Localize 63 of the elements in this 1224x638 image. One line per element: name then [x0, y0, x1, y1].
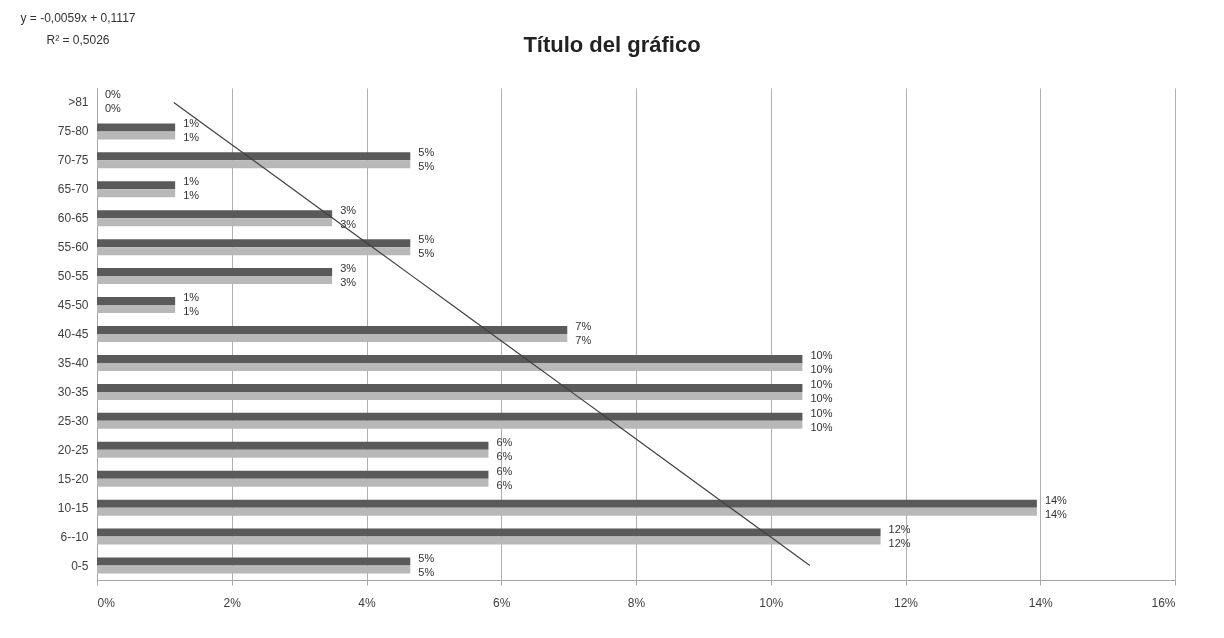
- data-label: 14%: [1044, 493, 1068, 506]
- data-label: 5%: [418, 247, 435, 260]
- y-tick-label: 6--10: [60, 529, 89, 544]
- y-tick-label: 40-45: [57, 327, 89, 341]
- data-label: 12%: [888, 536, 911, 549]
- data-label: 6%: [496, 435, 513, 448]
- y-tick-label: 35-40: [57, 355, 89, 370]
- data-label: 0%: [105, 88, 122, 101]
- data-label: 14%: [1044, 507, 1068, 520]
- y-tick-label: 65-70: [57, 182, 89, 197]
- data-label: 10%: [810, 406, 833, 419]
- x-tick-label: 14%: [1028, 595, 1054, 610]
- x-tick-label: 12%: [893, 595, 919, 610]
- y-tick-label: 50-55: [57, 269, 89, 284]
- x-tick-label: 16%: [1151, 595, 1176, 610]
- data-label: 12%: [888, 522, 911, 535]
- data-label: 1%: [183, 305, 200, 318]
- y-tick-label: 75-80: [57, 124, 89, 139]
- data-label: 3%: [340, 276, 357, 289]
- y-tick-label: 15-20: [57, 471, 89, 486]
- y-tick-label: 30-35: [57, 384, 89, 399]
- data-label: 1%: [183, 189, 200, 202]
- data-label: 7%: [575, 320, 592, 332]
- data-label: 3%: [340, 218, 357, 231]
- data-label: 10%: [810, 420, 833, 433]
- y-tick-label: 10-15: [57, 500, 89, 515]
- x-tick-label: 4%: [358, 595, 376, 610]
- data-label: 1%: [183, 131, 200, 144]
- data-label: 10%: [810, 391, 833, 404]
- data-label: 1%: [183, 291, 200, 304]
- data-label: 10%: [810, 377, 833, 390]
- y-tick-label: 60-65: [57, 211, 89, 226]
- y-tick-label: >81: [68, 95, 89, 110]
- y-tick-label: 25-30: [57, 413, 89, 428]
- y-tick-label: 55-60: [57, 240, 89, 255]
- data-label: 6%: [496, 464, 513, 477]
- x-tick-label: 6%: [493, 595, 511, 610]
- data-label: 5%: [418, 551, 435, 564]
- data-label: 7%: [575, 334, 592, 346]
- data-label: 1%: [183, 175, 200, 188]
- data-label: 6%: [496, 449, 513, 462]
- data-label: 3%: [340, 262, 357, 275]
- x-tick-label: 2%: [223, 595, 242, 610]
- y-tick-label: 0-5: [71, 558, 89, 573]
- data-label: 0%: [105, 102, 122, 115]
- text: y = -0,0059x + 0,1117: [20, 11, 136, 25]
- data-label: 10%: [810, 362, 833, 375]
- data-label: 10%: [810, 348, 833, 361]
- data-label: 1%: [183, 117, 200, 130]
- data-label: 5%: [418, 146, 435, 159]
- x-tick-label: 10%: [759, 595, 784, 610]
- data-label: 6%: [496, 478, 513, 491]
- text: R² = 0,5026: [46, 33, 110, 47]
- data-label: 5%: [418, 565, 435, 578]
- x-tick-label: 0%: [97, 595, 116, 610]
- x-tick-label: 8%: [627, 595, 646, 610]
- y-tick-label: 70-75: [57, 153, 89, 168]
- y-tick-label: 45-50: [57, 298, 89, 313]
- data-label: 5%: [418, 160, 435, 173]
- data-label: 5%: [418, 233, 435, 246]
- data-label: 3%: [340, 204, 357, 217]
- y-tick-label: 20-25: [57, 442, 89, 457]
- chart-title: Título del gráfico: [523, 32, 701, 57]
